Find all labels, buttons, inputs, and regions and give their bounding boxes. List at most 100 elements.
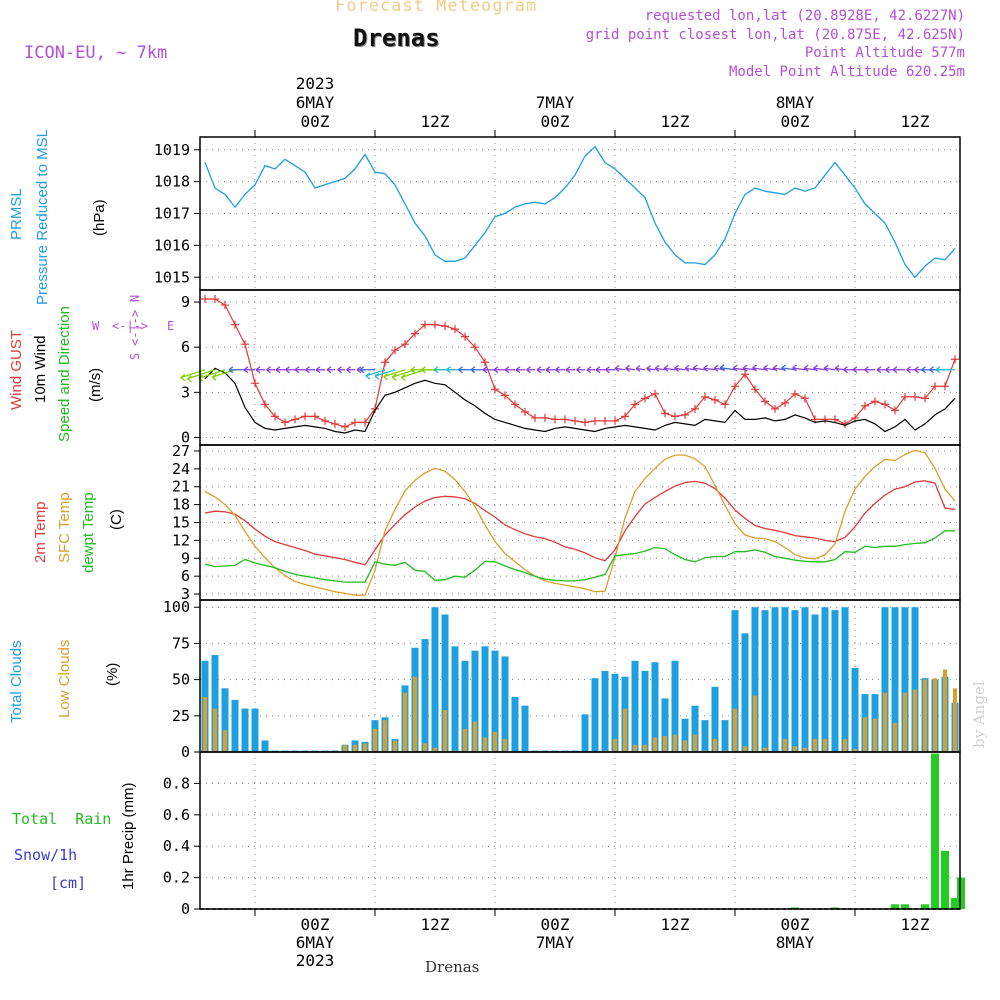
wind-arrow-head: [906, 366, 911, 374]
wind-arrow-shaft: [804, 367, 816, 371]
low-cloud-bar: [203, 696, 207, 752]
chart-subtitle: Forecast Meteogram: [335, 0, 538, 16]
wind-arrow-head: [243, 366, 249, 374]
gust-marker: [351, 418, 359, 427]
total-cloud-bar: [241, 708, 249, 752]
wind-arrow: [876, 366, 885, 374]
precip-tick-label: 0: [181, 900, 190, 918]
wind-arrow-head: [823, 364, 829, 372]
wind-arrow-shaft: [720, 367, 736, 371]
low-cloud-bar: [353, 744, 357, 752]
wind-arrow: [586, 366, 595, 374]
gust-marker: [491, 385, 499, 394]
pressure-tick-label: 1019: [154, 141, 190, 159]
wind-arrow-head: [383, 373, 388, 381]
gust-marker: [681, 410, 689, 419]
top-time-label: 00Z: [781, 112, 810, 131]
wind-arrow: [493, 366, 505, 374]
top-time-label: 7MAY: [536, 93, 575, 112]
wind-arrow-head: [493, 366, 499, 374]
low-cloud-bar: [803, 747, 807, 752]
low-cloud-bar: [823, 738, 827, 752]
wind-arrow: [595, 366, 605, 374]
model-label: ICON-EU, ~ 7km: [24, 43, 168, 63]
compass-e: E: [167, 319, 175, 333]
total-cloud-bar: [831, 610, 839, 752]
low-cloud-bar: [473, 721, 477, 752]
wind-arrow: [400, 369, 426, 382]
wind-arrow: [852, 366, 865, 374]
gust-marker: [941, 382, 949, 391]
wind-arrow: [294, 366, 305, 374]
wind-arrow: [752, 364, 766, 372]
total-cloud-bar: [671, 660, 679, 752]
low-cloud-bar: [433, 747, 437, 752]
wind-arrow-head: [555, 366, 560, 374]
wind-arrow-shaft: [365, 369, 386, 377]
wind-arrow-shaft: [813, 367, 826, 371]
sfc-temp-line: [204, 449, 956, 596]
gust-marker: [461, 332, 469, 341]
wind-arrow-head: [914, 366, 919, 374]
low-cloud-bar: [883, 692, 887, 752]
clouds-tick-label: 50: [172, 671, 190, 689]
total-cloud-bar: [681, 718, 689, 752]
gust-marker: [661, 409, 669, 418]
wind-arrow: [374, 369, 396, 380]
wind-arrow-head: [446, 366, 451, 374]
gust-marker: [781, 398, 789, 407]
wind-arrow-head: [792, 364, 798, 372]
total-cloud-bar: [651, 662, 659, 752]
wind-arrow-shaft: [763, 367, 776, 371]
wind-arrow: [536, 366, 545, 374]
gust-marker: [331, 419, 339, 428]
gust-marker: [881, 400, 889, 409]
bottom-time-label: 00Z: [541, 915, 570, 934]
low-cloud-bar: [713, 738, 717, 752]
wind-arrow: [614, 364, 626, 372]
wind-arrow-head: [614, 364, 620, 372]
low-cloud-bar: [483, 737, 487, 752]
gust-marker: [421, 320, 429, 329]
bottom-time-label: 12Z: [421, 915, 450, 934]
low-cloud-bar: [863, 717, 867, 752]
temp-tick-label: 27: [172, 442, 190, 460]
wind-arrow-head: [852, 366, 858, 374]
rain-bar: [901, 904, 909, 909]
low-cloud-bar: [653, 737, 657, 752]
total-cloud-bar: [781, 607, 789, 752]
clouds-tick-label: 75: [172, 634, 190, 652]
wind-arrow-head: [684, 364, 690, 372]
gust-marker: [891, 406, 899, 415]
wind-dir-label: Speed and Direction: [56, 306, 73, 442]
wind-arrow-head: [892, 366, 898, 374]
gust-marker: [931, 382, 939, 391]
wind-arrow-head: [719, 364, 725, 372]
gust-marker: [901, 392, 909, 401]
wind-arrow-head: [421, 366, 426, 374]
low-cloud-bar: [393, 740, 397, 752]
low-cloud-bar: [403, 692, 407, 752]
compass-arrow: <-|->: [112, 319, 149, 333]
gust-marker: [261, 400, 269, 409]
bottom-time-label: 00Z: [301, 915, 330, 934]
wind-arrow-head: [576, 366, 581, 374]
total-cloud-bar: [761, 610, 769, 752]
gust-marker: [231, 320, 239, 329]
precip-tick-label: 0.4: [163, 837, 190, 855]
wind-arrow: [275, 366, 285, 374]
total-cloud-bar: [841, 607, 849, 752]
wind-label: 10m Wind: [32, 335, 49, 403]
rain-bar: [957, 877, 965, 909]
total-cloud-bar: [221, 688, 229, 752]
low-cloud-bar: [693, 734, 697, 752]
gust-marker: [861, 401, 869, 410]
wind-arrow: [482, 366, 495, 374]
wind-arrow-head: [929, 366, 934, 374]
total-cloud-bar: [691, 705, 699, 752]
low-cloud-bar: [933, 678, 937, 752]
wind-arrow-head: [285, 366, 290, 374]
pressure-tick-label: 1017: [154, 205, 190, 223]
total-cloud-bar: [591, 678, 599, 752]
wind-arrow: [935, 366, 955, 374]
